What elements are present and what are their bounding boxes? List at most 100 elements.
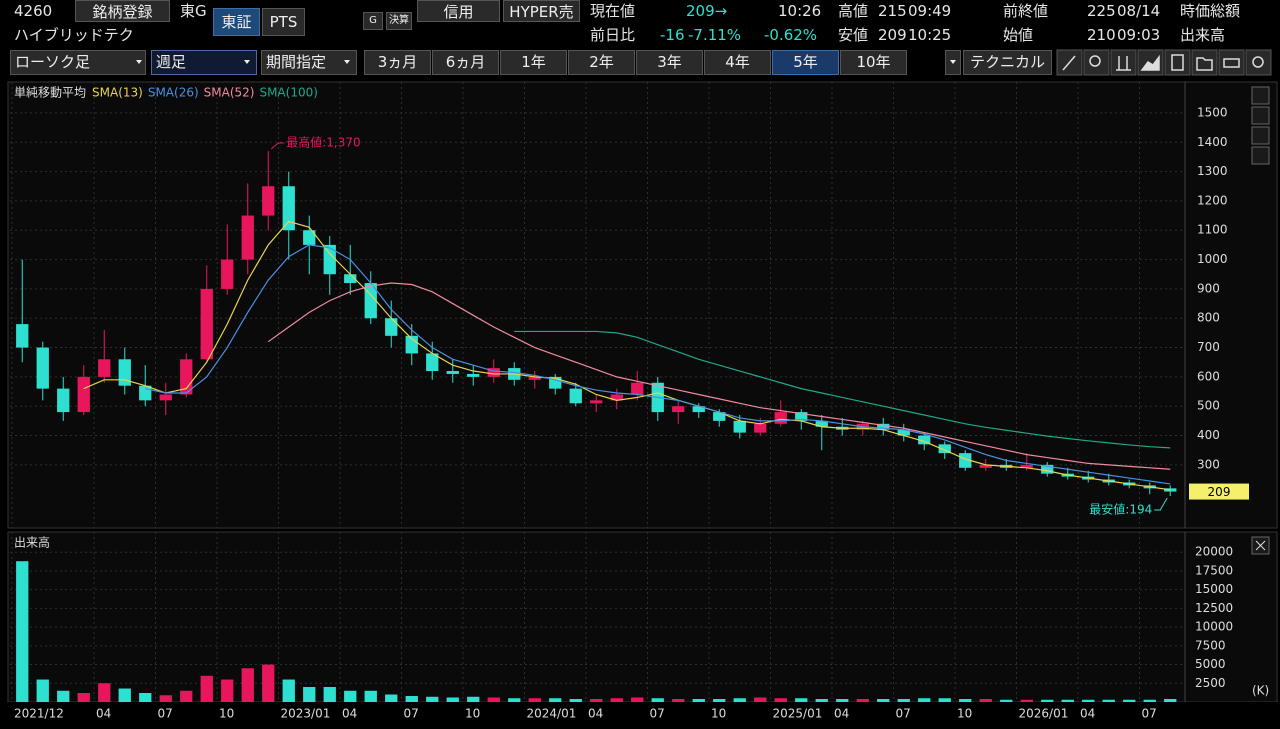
volume-bar [959,699,972,702]
time: 08/14 [1117,2,1161,20]
volume-bar [692,699,705,702]
x-tick-label: 04 [588,707,603,721]
volume-bar [672,699,685,702]
volume-bar [262,664,275,702]
candle-body [344,274,357,284]
label: 現在値 [590,2,636,20]
time: 09:49 [908,2,952,20]
hyper-button[interactable]: HYPER売 [503,0,580,22]
icon-button[interactable] [1245,49,1272,76]
y-tick-label: 12500 [1195,601,1233,615]
volume-bar [139,693,152,702]
period-button[interactable]: 3ヵ月 [364,50,431,75]
icon-button[interactable] [1218,49,1245,76]
icon-button[interactable]: G [363,12,383,30]
candle-body [180,359,193,395]
x-axis-band [8,702,1277,727]
candle-body [631,382,644,395]
volume-bar [467,696,480,702]
candle-body [467,373,480,377]
x-tick-label: 04 [834,707,849,721]
x-tick-label: 07 [158,707,173,721]
dropdown[interactable]: ローソク足 [10,50,146,75]
y-tick-label: 600 [1197,369,1220,383]
y-tick-label: 800 [1197,311,1220,325]
icon-button[interactable]: 決算 [386,12,412,30]
period-button[interactable]: 4年 [704,50,771,75]
market: 東G [180,2,207,20]
value: 225 [1087,2,1116,20]
icon-button[interactable] [1083,49,1110,76]
icon [1196,57,1213,71]
icon-button[interactable] [1110,49,1137,76]
candle-body [569,388,582,404]
volume-bar [795,698,808,702]
panel-button[interactable] [1251,106,1270,125]
volume-bar [754,697,767,702]
period-button[interactable]: 1年 [500,50,567,75]
x-tick-label: 04 [96,707,111,721]
candle-body [303,230,316,245]
legend-label: SMA(52) [204,86,255,100]
margin-button[interactable]: 信用 [417,0,500,22]
exchange-button[interactable]: 東証 [213,8,260,36]
value: 209 [878,26,907,44]
volume-bar [651,698,664,702]
volume-bar [405,696,418,702]
volume-bar [98,683,111,702]
x-tick-label: 2021/12 [14,707,64,721]
period-button[interactable]: 5年 [772,50,839,75]
period-button[interactable]: 2年 [568,50,635,75]
label: 時価総額 [1180,2,1241,20]
exchange-button[interactable]: PTS [262,8,305,36]
panel-button[interactable] [1251,86,1270,105]
candle-body [774,412,787,424]
volume-panel [7,531,1278,703]
candle-body [385,318,398,336]
panel-button[interactable] [1251,146,1270,165]
icon [1171,54,1184,71]
period-button[interactable]: 6ヵ月 [432,50,499,75]
volume-bar [385,694,398,702]
y-tick-label: 1300 [1197,164,1228,178]
volume-bar [426,696,439,702]
annotation: 最安値:194 [1089,501,1152,516]
volume-bar [549,698,562,702]
candle-body [672,406,685,413]
dropdown[interactable]: 期間指定 [261,50,357,75]
dropdown[interactable]: 週足 [151,50,257,75]
volume-bar [590,699,603,702]
icon [1116,56,1131,71]
technical-button[interactable]: テクニカル [963,50,1052,75]
candle-body [590,400,603,404]
volume-bar [897,699,910,702]
legend-label: SMA(13) [92,86,143,100]
volume-bar [713,699,726,702]
y-tick-label: 1000 [1197,252,1228,266]
volume-bar [856,699,869,702]
candle-body [57,388,70,413]
icon-button[interactable] [1164,49,1191,76]
icon-button[interactable] [1191,49,1218,76]
panel-button[interactable] [1251,126,1270,145]
x-tick-label: 07 [650,707,665,721]
icon [1089,55,1101,67]
x-tick-label: 10 [711,707,726,721]
sma-line [267,282,1171,470]
volume-bar [774,698,787,702]
volume-bar [446,697,459,702]
volume-bar [323,687,336,702]
sma-line [83,220,1171,491]
y-tick-label: 17500 [1195,563,1233,577]
period-button[interactable]: 10年 [840,50,907,75]
period-button[interactable]: 3年 [636,50,703,75]
value: -0.62% [764,26,818,44]
candle-body [815,420,828,427]
candle-body [262,186,275,216]
sma-line [145,244,1171,485]
volume-bar [938,698,951,702]
volume-bar [200,675,213,702]
register-button[interactable]: 銘柄登録 [75,0,170,22]
